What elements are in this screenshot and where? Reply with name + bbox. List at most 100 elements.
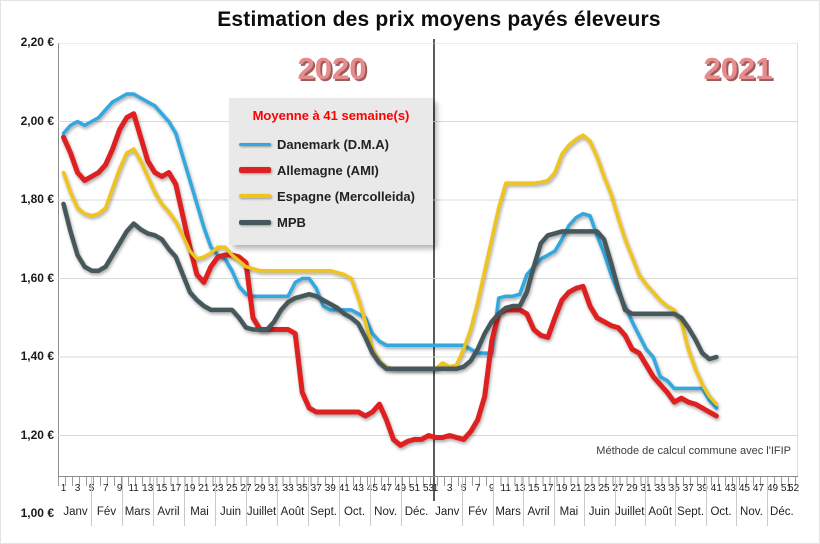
week-label: 39	[324, 483, 336, 494]
month-label: Mai	[190, 506, 209, 518]
month-boundary-line	[492, 477, 494, 526]
legend-item: Espagne (Mercolleida)	[229, 183, 433, 209]
week-label: 17	[542, 483, 554, 494]
month-label: Oct.	[710, 506, 732, 518]
week-label: 41	[338, 483, 350, 494]
week-tick-marks	[58, 477, 798, 486]
month-label: Mars	[495, 506, 521, 518]
month-label: Fév	[96, 506, 117, 518]
week-label: 49	[395, 483, 406, 494]
month-boundary-line	[184, 477, 185, 526]
week-label: 43	[352, 483, 364, 494]
week-label: 43	[724, 483, 736, 494]
month-boundary-line	[370, 477, 372, 526]
legend-items: Danemark (D.M.A) Allemagne (AMI) Espagne (…	[229, 131, 433, 235]
year-divider-line	[433, 39, 435, 501]
month-label: Mars	[124, 506, 151, 518]
month-label: Avril	[527, 506, 550, 518]
month-boundary-line	[675, 477, 677, 526]
month-boundary-line	[644, 477, 646, 526]
legend-item-label: Allemagne (AMI)	[277, 162, 379, 178]
week-label: 52	[788, 483, 800, 494]
week-label: 5	[460, 483, 467, 494]
week-label: 11	[500, 483, 511, 494]
legend-swatch-icon	[239, 167, 271, 173]
week-label: 11	[128, 483, 139, 494]
week-label: 33	[654, 483, 666, 494]
week-label: 51	[408, 483, 421, 494]
legend-swatch-icon	[239, 194, 271, 198]
legend-item-label: MPB	[277, 214, 306, 230]
plot-area	[58, 43, 798, 477]
series-line-mpb	[61, 201, 719, 372]
month-boundary-line	[584, 477, 586, 526]
month-boundary-line	[215, 477, 216, 526]
y-axis-label: 1,20 €	[20, 427, 54, 442]
week-label: 35	[668, 483, 680, 494]
week-label: 45	[738, 483, 750, 494]
month-label: Août	[648, 506, 673, 518]
year-label-2021: 2021	[703, 51, 773, 86]
month-boundary-line	[766, 477, 768, 526]
week-label: 27	[612, 483, 624, 494]
week-label: 49	[766, 483, 779, 494]
week-label: 47	[380, 483, 392, 494]
week-label: 19	[184, 483, 196, 494]
month-label: Mai	[559, 506, 579, 518]
week-label: 31	[268, 483, 280, 494]
y-axis-label: 1,60 €	[20, 270, 54, 285]
month-label: Janv	[435, 506, 460, 518]
week-label: 53	[422, 483, 435, 494]
legend-item-label: Espagne (Mercolleida)	[277, 188, 415, 204]
footnote: Méthode de calcul commune avec l'IFIP	[596, 445, 791, 457]
week-label: 23	[212, 483, 224, 494]
week-label: 35	[296, 483, 308, 494]
month-label: Juillet	[246, 506, 277, 518]
month-boundary-line	[122, 477, 123, 526]
week-label: 9	[116, 483, 123, 494]
month-boundary-line	[153, 477, 154, 526]
month-boundary-line	[614, 477, 616, 526]
week-label: 31	[640, 483, 652, 494]
week-label: 37	[682, 483, 694, 494]
month-label: Oct.	[343, 506, 366, 518]
week-label: 3	[74, 483, 81, 494]
legend-item: Danemark (D.M.A)	[229, 131, 433, 157]
month-boundary-line	[523, 477, 525, 526]
month-boundary-line	[553, 477, 555, 526]
month-label: Juin	[588, 506, 610, 518]
legend-item: Allemagne (AMI)	[229, 157, 433, 183]
month-label: Sept.	[310, 506, 337, 518]
year-label-2020: 2020	[297, 51, 367, 86]
week-label: 29	[626, 483, 638, 494]
week-label: 3	[446, 483, 453, 494]
week-label: 23	[584, 483, 596, 494]
month-label: Avril	[157, 506, 180, 518]
month-label: Nov.	[374, 506, 397, 518]
week-label: 9	[488, 483, 495, 494]
month-boundary-line	[736, 477, 738, 526]
week-label: 25	[598, 483, 610, 494]
month-boundary-line	[308, 477, 310, 526]
week-label: 17	[170, 483, 182, 494]
y-axis-label: 1,80 €	[20, 192, 54, 206]
week-label: 47	[752, 483, 765, 494]
month-label: Janv	[63, 506, 88, 518]
week-label: 21	[198, 483, 210, 494]
week-label: 25	[226, 483, 238, 494]
month-label: Août	[280, 506, 305, 518]
y-axis-line	[58, 43, 59, 477]
legend: Moyenne à 41 semaine(s) Danemark (D.M.A)…	[229, 98, 433, 245]
y-axis-label: 2,00 €	[20, 113, 54, 128]
month-boundary-line	[246, 477, 248, 526]
month-boundary-line	[705, 477, 707, 526]
week-label: 7	[102, 483, 109, 494]
legend-swatch-icon	[239, 142, 271, 146]
month-label: Nov.	[740, 506, 763, 518]
legend-title: Moyenne à 41 semaine(s)	[252, 108, 410, 123]
week-label: 37	[310, 483, 322, 494]
week-label: 15	[528, 483, 540, 494]
y-axis-label: 2,20 €	[20, 35, 54, 49]
legend-item-label: Danemark (D.M.A)	[277, 136, 389, 152]
